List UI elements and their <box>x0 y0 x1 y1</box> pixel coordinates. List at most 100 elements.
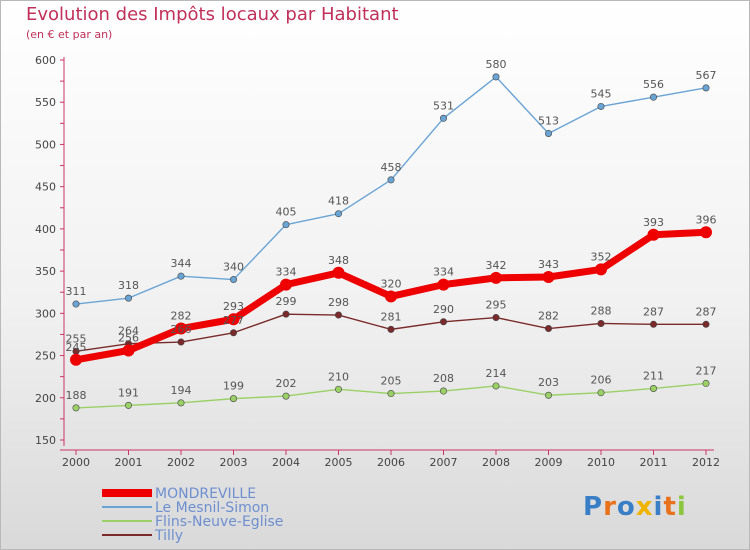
data-point <box>387 390 395 398</box>
data-label: 206 <box>591 374 612 387</box>
data-label: 202 <box>276 377 297 390</box>
data-label: 191 <box>118 386 139 399</box>
data-point <box>334 311 342 319</box>
x-tick-label: 2007 <box>430 456 458 469</box>
data-label: 344 <box>171 257 192 270</box>
data-point <box>702 379 710 387</box>
data-point <box>387 325 395 333</box>
data-point <box>282 392 290 400</box>
y-tick-label: 400 <box>35 223 56 236</box>
data-label: 266 <box>171 323 192 336</box>
y-tick-label: 250 <box>35 350 56 363</box>
data-point <box>125 401 133 409</box>
y-tick-label: 450 <box>35 181 56 194</box>
data-labels: 245 256 282 293 334 348 320 334 342 343 352 393 396 3… <box>66 58 717 402</box>
data-point <box>597 319 605 327</box>
x-tick-label: 2008 <box>482 456 510 469</box>
data-label: 281 <box>381 310 402 323</box>
data-label: 256 <box>118 331 139 344</box>
y-tick-label: 550 <box>35 96 56 109</box>
data-label: 199 <box>223 380 244 393</box>
data-label: 418 <box>328 195 349 208</box>
data-label: 194 <box>171 384 192 397</box>
data-point <box>542 271 555 284</box>
data-label: 245 <box>66 341 87 354</box>
y-tick-label: 200 <box>35 392 56 405</box>
data-label: 282 <box>171 310 192 323</box>
data-label: 211 <box>643 369 664 382</box>
data-point <box>334 385 342 393</box>
data-label: 214 <box>486 367 507 380</box>
data-point <box>282 310 290 318</box>
x-tick-label: 2000 <box>62 456 90 469</box>
data-label: 287 <box>696 305 717 318</box>
data-label: 393 <box>643 216 664 229</box>
x-tick-label: 2006 <box>377 456 405 469</box>
data-label: 405 <box>276 206 297 219</box>
data-point <box>649 320 657 328</box>
data-point <box>437 278 450 291</box>
data-label: 340 <box>223 261 244 274</box>
data-label: 343 <box>538 258 559 271</box>
data-label: 290 <box>433 303 454 316</box>
data-label: 458 <box>381 161 402 174</box>
data-point <box>544 129 552 137</box>
data-label: 287 <box>643 305 664 318</box>
data-point <box>122 344 135 357</box>
data-point <box>177 338 185 346</box>
y-tick-label: 300 <box>35 307 56 320</box>
data-label: 282 <box>538 310 559 323</box>
data-label: 318 <box>118 279 139 292</box>
data-point <box>544 325 552 333</box>
data-label: 513 <box>538 114 559 127</box>
data-point <box>700 226 712 239</box>
legend-label: Flins-Neuve-Eglise <box>155 514 283 530</box>
data-point <box>647 228 660 241</box>
data-label: 556 <box>643 78 664 91</box>
data-point <box>490 271 502 284</box>
data-point <box>230 395 238 403</box>
data-label: 203 <box>538 376 559 389</box>
data-label: 342 <box>486 259 507 272</box>
data-point <box>280 278 292 291</box>
data-label: 264 <box>118 325 139 338</box>
x-tick-label: 2009 <box>535 456 563 469</box>
data-label: 255 <box>66 332 87 345</box>
data-point <box>439 318 447 326</box>
data-point <box>385 290 397 303</box>
x-tick-label: 2002 <box>167 456 195 469</box>
data-label: 334 <box>276 266 297 279</box>
chart-axes: 150 200 250 300 350 400 450 500 550 600 2000 2001 20… <box>35 54 720 469</box>
legend-label: Tilly <box>154 528 183 544</box>
data-point <box>282 221 290 229</box>
data-label: 320 <box>381 277 402 290</box>
data-label: 545 <box>591 87 612 100</box>
data-point <box>597 389 605 397</box>
data-label: 298 <box>328 296 349 309</box>
data-point <box>492 314 500 322</box>
chart-series <box>70 73 712 412</box>
legend-label: Le Mesnil-Simon <box>155 500 269 516</box>
data-point <box>544 391 552 399</box>
data-label: 188 <box>66 389 87 402</box>
chart-title: Evolution des Impôts locaux par Habitant <box>26 4 399 25</box>
data-point <box>595 263 607 276</box>
data-label: 334 <box>433 266 454 279</box>
data-point <box>649 93 657 101</box>
x-tick-label: 2012 <box>692 456 720 469</box>
data-label: 277 <box>223 314 244 327</box>
data-label: 567 <box>696 69 717 82</box>
data-point <box>597 102 605 110</box>
data-point <box>72 404 80 412</box>
data-label: 352 <box>591 250 612 263</box>
data-label: 217 <box>696 364 717 377</box>
data-label: 205 <box>381 375 402 388</box>
data-point <box>177 399 185 407</box>
data-label: 531 <box>433 99 454 112</box>
data-point <box>702 84 710 92</box>
data-point <box>227 313 240 326</box>
data-label: 311 <box>66 285 87 298</box>
data-label: 295 <box>486 299 507 312</box>
